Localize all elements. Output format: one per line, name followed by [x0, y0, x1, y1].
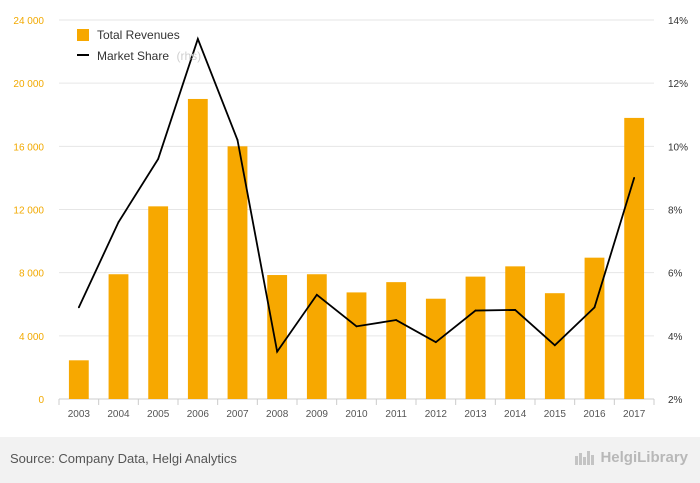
- x-tick-label: 2013: [464, 409, 487, 420]
- bar: [584, 257, 605, 399]
- y-right-tick-label: 14%: [668, 16, 688, 27]
- bar: [505, 266, 526, 399]
- legend-label-market-share-note: (rhs): [176, 49, 201, 63]
- line-point: [117, 221, 120, 224]
- brand-name: HelgiLibrary: [600, 449, 688, 466]
- bar: [386, 282, 407, 399]
- line-point: [157, 158, 160, 160]
- x-tick-label: 2015: [544, 409, 567, 420]
- x-tick-label: 2003: [68, 409, 91, 420]
- y-axis-right: 2% 4% 6% 8% 10% 12% 14%: [668, 16, 688, 406]
- x-tick-label: 2006: [187, 409, 210, 420]
- y-right-tick-label: 4%: [668, 332, 683, 343]
- y-left-tick-label: 20 000: [13, 79, 44, 90]
- x-tick-label: 2014: [504, 409, 527, 420]
- y-left-tick-label: 4 000: [19, 332, 44, 343]
- bar: [227, 146, 248, 399]
- library-icon: [575, 450, 595, 465]
- y-right-tick-label: 10%: [668, 142, 688, 153]
- y-left-tick-label: 8 000: [19, 269, 44, 280]
- line-point: [236, 139, 239, 141]
- y-left-tick-label: 24 000: [13, 16, 44, 27]
- source-note: Source: Company Data, Helgi Analytics: [10, 451, 237, 466]
- x-tick-label: 2012: [425, 409, 448, 420]
- bar: [624, 117, 645, 400]
- bar: [306, 274, 327, 399]
- x-tick-label: 2007: [226, 409, 249, 420]
- bar: [148, 206, 169, 399]
- legend-label-market-share: Market Share (rhs): [97, 47, 201, 64]
- y-right-tick-label: 12%: [668, 79, 688, 90]
- footer: Source: Company Data, Helgi Analytics He…: [0, 437, 700, 483]
- legend-label-total-revenues: Total Revenues: [97, 28, 180, 42]
- y-left-tick-label: 0: [38, 395, 44, 406]
- y-right-tick-label: 8%: [668, 206, 683, 217]
- line-point: [276, 350, 279, 353]
- legend-swatch-total-revenues: [77, 29, 89, 41]
- x-tick-label: 2004: [107, 409, 130, 420]
- x-tick-label: 2016: [583, 409, 606, 420]
- y-axis-left: 0 4 000 8 000 12 000 16 000 20 000 24 000: [13, 16, 44, 406]
- y-right-tick-label: 2%: [668, 395, 683, 406]
- line-point: [593, 306, 596, 309]
- combo-chart: 0 4 000 8 000 12 000 16 000 20 000 24 000 2% 4%…: [13, 16, 688, 420]
- line-point: [633, 177, 636, 179]
- line-point: [196, 38, 199, 40]
- x-tick-label: 2011: [385, 409, 407, 420]
- bar: [187, 98, 208, 399]
- legend-label-market-share-text: Market Share: [97, 49, 169, 63]
- x-tick-label: 2008: [266, 409, 289, 420]
- line-point: [553, 344, 556, 347]
- y-left-tick-label: 16 000: [13, 142, 44, 153]
- x-tick-label: 2017: [623, 409, 646, 420]
- bar: [108, 274, 129, 399]
- line-point: [77, 306, 80, 309]
- y-right-tick-label: 6%: [668, 269, 683, 280]
- line-point: [514, 309, 517, 311]
- line-point: [355, 325, 358, 328]
- brand-logo: HelgiLibrary: [574, 449, 688, 466]
- line-point: [474, 309, 477, 312]
- bar: [465, 276, 486, 399]
- line-point: [315, 293, 318, 296]
- line-point: [434, 341, 437, 344]
- bar: [425, 298, 446, 399]
- legend: Total Revenues Market Share (rhs): [77, 28, 201, 64]
- x-tick-label: 2005: [147, 409, 170, 420]
- x-tick-label: 2010: [345, 409, 368, 420]
- bar: [68, 360, 89, 399]
- y-left-tick-label: 12 000: [13, 206, 44, 217]
- x-axis: 2003 2004 2005 2006 2007 2008 2009 2010 2011 2012…: [58, 399, 655, 420]
- x-tick-label: 2009: [306, 409, 329, 420]
- line-series-market-share: [77, 36, 636, 354]
- bar: [267, 275, 288, 399]
- bar: [346, 292, 367, 399]
- bar-series-total-revenues: [68, 98, 645, 400]
- line-point: [395, 319, 398, 321]
